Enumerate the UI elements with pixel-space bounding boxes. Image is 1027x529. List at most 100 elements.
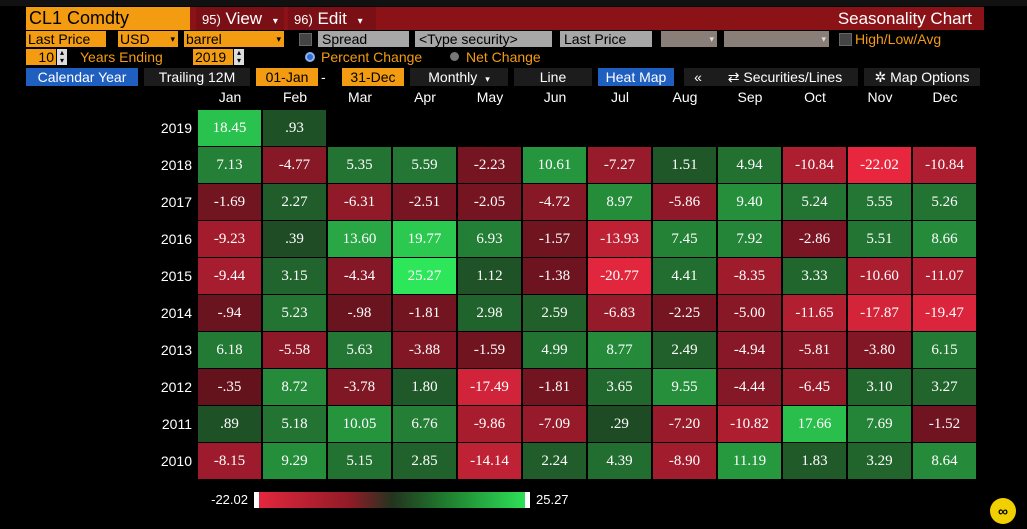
heatmap-cell[interactable]: -11.07: [913, 258, 976, 294]
high-low-avg-checkbox[interactable]: [839, 33, 852, 46]
tab-calendar-year[interactable]: Calendar Year: [26, 68, 138, 86]
heatmap-cell[interactable]: -17.49: [458, 369, 521, 405]
heatmap-cell[interactable]: -2.23: [458, 147, 521, 183]
heatmap-cell[interactable]: -4.94: [718, 332, 781, 368]
heatmap-cell[interactable]: 5.26: [913, 184, 976, 220]
heatmap-cell[interactable]: -11.65: [783, 295, 846, 331]
years-stepper[interactable]: ▴ ▾: [57, 49, 67, 65]
heatmap-cell[interactable]: 5.51: [848, 221, 911, 257]
heatmap-cell[interactable]: -13.93: [588, 221, 651, 257]
heatmap-cell[interactable]: 3.65: [588, 369, 651, 405]
heatmap-cell[interactable]: -7.09: [523, 406, 586, 442]
unit-select[interactable]: barrel ▾: [184, 31, 284, 47]
heatmap-cell[interactable]: 7.45: [653, 221, 716, 257]
heatmap-cell[interactable]: .29: [588, 406, 651, 442]
heatmap-cell[interactable]: -10.60: [848, 258, 911, 294]
heatmap-cell[interactable]: -9.23: [198, 221, 261, 257]
heatmap-cell[interactable]: 17.66: [783, 406, 846, 442]
heatmap-cell[interactable]: 2.59: [523, 295, 586, 331]
heatmap-cell[interactable]: 5.63: [328, 332, 391, 368]
heatmap-cell[interactable]: -5.86: [653, 184, 716, 220]
heatmap-cell[interactable]: 5.15: [328, 443, 391, 479]
heatmap-cell[interactable]: -5.00: [718, 295, 781, 331]
heatmap-cell[interactable]: 1.80: [393, 369, 456, 405]
heatmap-cell[interactable]: 11.19: [718, 443, 781, 479]
heatmap-cell[interactable]: -6.31: [328, 184, 391, 220]
heatmap-cell[interactable]: 5.59: [393, 147, 456, 183]
heatmap-cell[interactable]: 6.76: [393, 406, 456, 442]
heatmap-cell[interactable]: -9.44: [198, 258, 261, 294]
tab-trailing-12m[interactable]: Trailing 12M: [144, 68, 250, 86]
tab-heat-map[interactable]: Heat Map: [598, 68, 674, 86]
end-year-stepper[interactable]: ▴ ▾: [234, 49, 244, 65]
heatmap-cell[interactable]: 4.39: [588, 443, 651, 479]
heatmap-cell[interactable]: -4.44: [718, 369, 781, 405]
heatmap-cell[interactable]: 8.72: [263, 369, 326, 405]
heatmap-cell[interactable]: 25.27: [393, 258, 456, 294]
start-date-input[interactable]: 01-Jan: [256, 68, 318, 86]
heatmap-cell[interactable]: 5.24: [783, 184, 846, 220]
heatmap-cell[interactable]: 6.93: [458, 221, 521, 257]
heatmap-cell[interactable]: 3.10: [848, 369, 911, 405]
heatmap-cell[interactable]: -2.25: [653, 295, 716, 331]
heatmap-cell[interactable]: 3.27: [913, 369, 976, 405]
heatmap-cell[interactable]: -6.45: [783, 369, 846, 405]
heatmap-cell[interactable]: -5.81: [783, 332, 846, 368]
heatmap-cell[interactable]: 2.85: [393, 443, 456, 479]
legend-max-handle[interactable]: [525, 492, 530, 508]
heatmap-cell[interactable]: 13.60: [328, 221, 391, 257]
securities-lines-button[interactable]: ⇄ Securities/Lines: [712, 68, 858, 86]
field-select[interactable]: Last Price: [26, 31, 106, 47]
heatmap-cell[interactable]: 8.66: [913, 221, 976, 257]
ticker-field[interactable]: CL1 Comdty: [26, 7, 190, 30]
heatmap-cell[interactable]: 5.18: [263, 406, 326, 442]
heatmap-cell[interactable]: -1.59: [458, 332, 521, 368]
heatmap-cell[interactable]: -3.88: [393, 332, 456, 368]
heatmap-cell[interactable]: -1.69: [198, 184, 261, 220]
heatmap-cell[interactable]: -8.35: [718, 258, 781, 294]
heatmap-cell[interactable]: 7.92: [718, 221, 781, 257]
heatmap-cell[interactable]: 6.15: [913, 332, 976, 368]
heatmap-cell[interactable]: -.98: [328, 295, 391, 331]
heatmap-cell[interactable]: -1.38: [523, 258, 586, 294]
heatmap-cell[interactable]: -20.77: [588, 258, 651, 294]
heatmap-cell[interactable]: 3.15: [263, 258, 326, 294]
view-menu[interactable]: 95) View ▾: [196, 7, 284, 30]
heatmap-cell[interactable]: 9.55: [653, 369, 716, 405]
heatmap-cell[interactable]: -4.77: [263, 147, 326, 183]
heatmap-cell[interactable]: .93: [263, 110, 326, 146]
edit-menu[interactable]: 96) Edit ▾: [288, 7, 376, 30]
collapse-button[interactable]: «: [684, 68, 712, 86]
percent-change-radio[interactable]: [305, 52, 315, 62]
heatmap-cell[interactable]: 10.05: [328, 406, 391, 442]
heatmap-cell[interactable]: -3.80: [848, 332, 911, 368]
heatmap-cell[interactable]: -17.87: [848, 295, 911, 331]
heatmap-cell[interactable]: 19.77: [393, 221, 456, 257]
years-input[interactable]: 10: [26, 49, 56, 65]
heatmap-cell[interactable]: -6.83: [588, 295, 651, 331]
heatmap-cell[interactable]: 8.97: [588, 184, 651, 220]
heatmap-cell[interactable]: 5.23: [263, 295, 326, 331]
heatmap-cell[interactable]: -1.81: [393, 295, 456, 331]
net-change-radio[interactable]: [450, 52, 459, 61]
map-options-button[interactable]: ✲ Map Options: [864, 68, 980, 86]
heatmap-cell[interactable]: -9.86: [458, 406, 521, 442]
heatmap-cell[interactable]: 8.64: [913, 443, 976, 479]
heatmap-cell[interactable]: .39: [263, 221, 326, 257]
chat-icon[interactable]: ∞: [990, 498, 1016, 524]
heatmap-cell[interactable]: -19.47: [913, 295, 976, 331]
heatmap-cell[interactable]: -3.78: [328, 369, 391, 405]
color-select[interactable]: ▾: [661, 31, 717, 47]
tab-line[interactable]: Line: [514, 68, 592, 86]
heatmap-cell[interactable]: -10.84: [783, 147, 846, 183]
heatmap-cell[interactable]: -10.82: [718, 406, 781, 442]
heatmap-cell[interactable]: 1.12: [458, 258, 521, 294]
heatmap-cell[interactable]: -4.72: [523, 184, 586, 220]
heatmap-cell[interactable]: -14.14: [458, 443, 521, 479]
heatmap-cell[interactable]: 9.40: [718, 184, 781, 220]
heatmap-cell[interactable]: 8.77: [588, 332, 651, 368]
style-select[interactable]: ▾: [724, 31, 829, 47]
heatmap-cell[interactable]: 6.18: [198, 332, 261, 368]
security-input[interactable]: <Type security>: [415, 31, 552, 47]
currency-select[interactable]: USD ▾: [118, 31, 178, 47]
